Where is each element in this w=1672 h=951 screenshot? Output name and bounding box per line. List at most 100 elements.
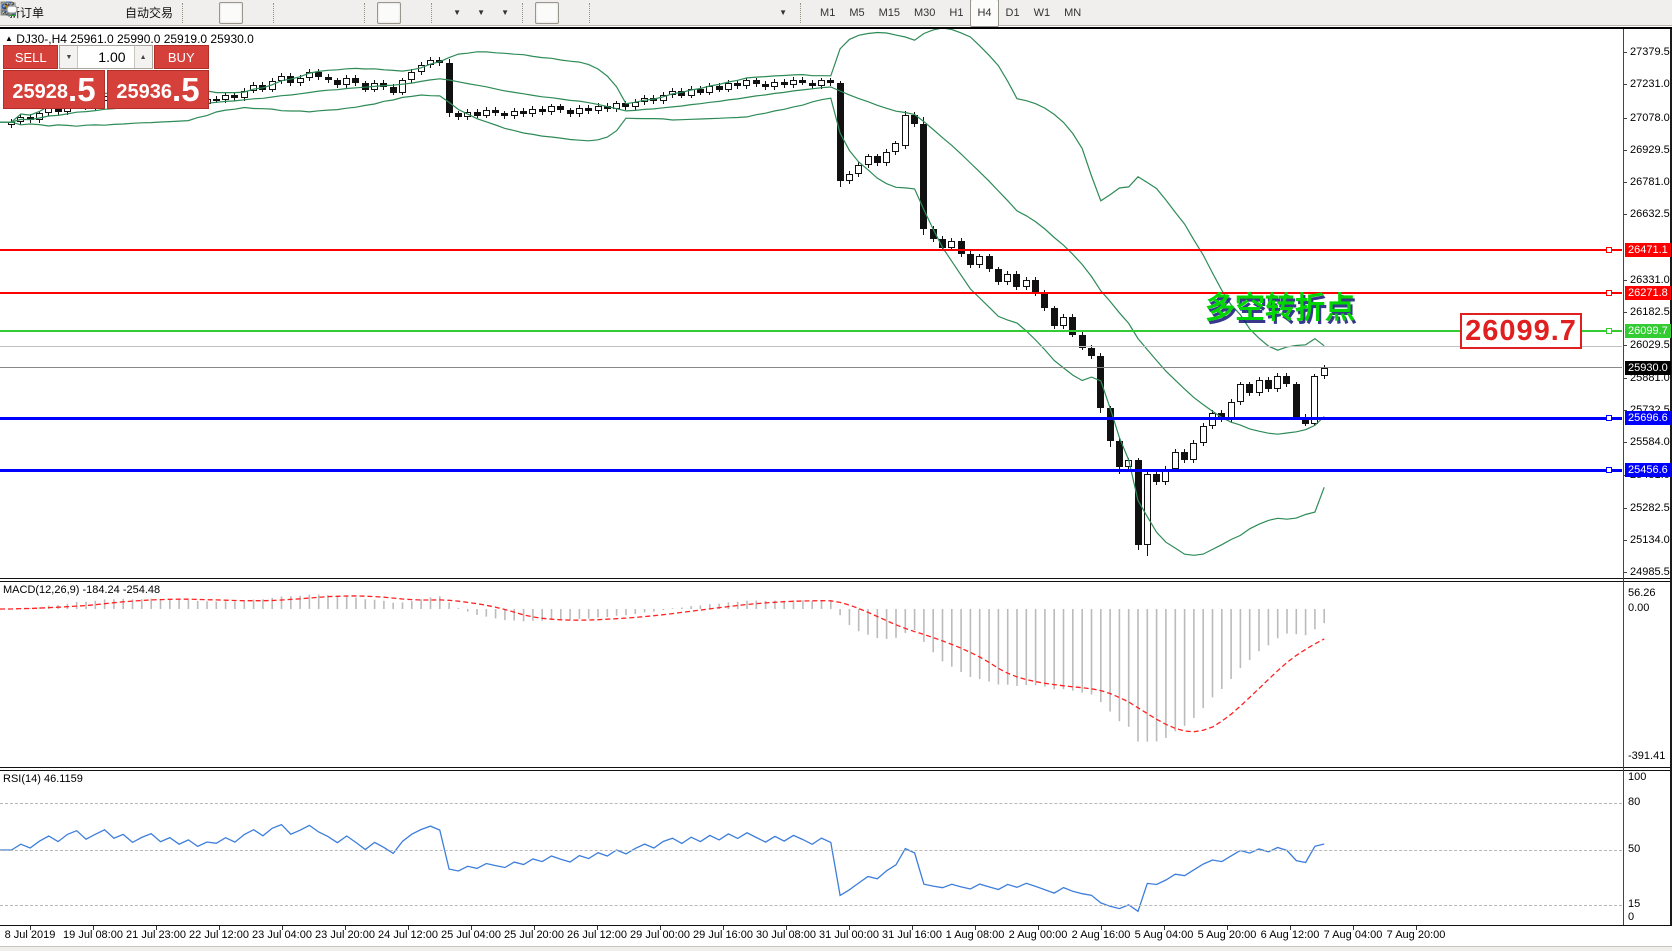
candlestick bbox=[948, 241, 956, 248]
panel-separator[interactable] bbox=[0, 578, 1672, 579]
chart-annotation-text[interactable]: 多空转折点 bbox=[1205, 292, 1355, 325]
buy-price-main: 25936 bbox=[116, 81, 173, 103]
candlestick bbox=[268, 80, 276, 90]
time-tick bbox=[1038, 926, 1039, 930]
price-tick bbox=[1623, 182, 1627, 184]
text-button[interactable]: A bbox=[4, 2, 746, 24]
trendline-button[interactable] bbox=[2, 2, 674, 24]
time-axis-label: 19 Jul 08:00 bbox=[63, 929, 123, 941]
candlestick bbox=[501, 113, 509, 117]
timeframe-w1[interactable]: W1 bbox=[1033, 6, 1051, 19]
candlestick bbox=[911, 115, 919, 124]
tile-windows-button[interactable] bbox=[1, 2, 358, 24]
candlestick bbox=[883, 152, 891, 163]
price-tick bbox=[1623, 442, 1627, 444]
candlestick bbox=[26, 116, 34, 120]
candlestick bbox=[650, 97, 658, 102]
zoom-out-button[interactable] bbox=[1, 1, 334, 24]
candlestick bbox=[1106, 408, 1114, 441]
candlestick bbox=[1013, 273, 1021, 287]
sell-button[interactable]: SELL bbox=[3, 45, 59, 69]
rsi-100-label: 100 bbox=[1628, 771, 1647, 783]
panel-separator[interactable] bbox=[0, 770, 1672, 771]
volume-input[interactable]: 1.00 bbox=[98, 49, 126, 65]
time-tick bbox=[1416, 926, 1417, 930]
templates-button[interactable]: ▼ bbox=[1, 2, 516, 24]
price-tick-label: 26632.5 bbox=[1630, 208, 1670, 221]
candlestick bbox=[594, 105, 602, 112]
price-tick bbox=[1623, 377, 1627, 379]
fibonacci-button[interactable]: F bbox=[1, 1, 722, 24]
time-axis-label: 1 Aug 08:00 bbox=[945, 929, 1005, 941]
timeframe-m5[interactable]: M5 bbox=[849, 6, 865, 19]
cursor-button[interactable] bbox=[5, 1, 560, 24]
sell-price[interactable]: 25928.5 bbox=[3, 70, 105, 109]
status-bar bbox=[0, 946, 1672, 951]
auto-scroll-button[interactable] bbox=[2, 1, 402, 24]
candlestick bbox=[994, 269, 1002, 283]
periods-button[interactable]: ▼ bbox=[1, 1, 492, 24]
volume-decrease-button[interactable]: ▼ bbox=[60, 46, 79, 68]
line-chart-button[interactable] bbox=[1, 2, 267, 24]
time-tick bbox=[345, 926, 346, 930]
candlestick bbox=[212, 99, 220, 102]
timeframe-h4[interactable]: H4 bbox=[970, 0, 999, 27]
volume-increase-button[interactable]: ▲ bbox=[133, 46, 152, 68]
search-button[interactable] bbox=[1, 1, 1572, 24]
candlestick bbox=[845, 173, 853, 181]
bar-chart-button[interactable] bbox=[2, 2, 219, 24]
price-callout-label[interactable]: 26099.7 bbox=[1460, 313, 1582, 349]
text-label-button[interactable]: T bbox=[1, 2, 770, 24]
arrows-button[interactable]: ▼ bbox=[4, 2, 794, 24]
buy-button[interactable]: BUY bbox=[153, 45, 209, 69]
candlestick bbox=[724, 82, 732, 90]
candlestick bbox=[585, 107, 593, 112]
candlestick bbox=[873, 156, 881, 163]
new-order-button[interactable]: 新订单 bbox=[0, 1, 47, 24]
macd-signal-line bbox=[0, 595, 1325, 733]
sell-price-frac: .5 bbox=[68, 71, 96, 108]
buy-price[interactable]: 25936.5 bbox=[107, 70, 209, 109]
timeframe-mn[interactable]: MN bbox=[1064, 6, 1082, 19]
price-level-line bbox=[0, 367, 1622, 369]
autotrading-button[interactable]: 自动交易 bbox=[0, 2, 176, 24]
candlestick bbox=[1283, 375, 1291, 385]
chat-button[interactable] bbox=[0, 2, 1604, 24]
line-anchor-marker bbox=[1606, 467, 1612, 474]
panel-separator[interactable] bbox=[0, 767, 1672, 768]
price-tick bbox=[1623, 84, 1627, 86]
horizontal-line-button[interactable] bbox=[2, 2, 650, 24]
equidistant-channel-button[interactable]: E bbox=[1, 2, 698, 24]
terminal-button[interactable] bbox=[1, 1, 119, 24]
candlestick bbox=[352, 78, 360, 84]
market-watch-button[interactable] bbox=[1, 2, 71, 24]
rsi-0-label: 0 bbox=[1628, 911, 1635, 923]
rsi-label: RSI(14) 46.1159 bbox=[3, 773, 83, 785]
price-level-tag: 26471.1 bbox=[1625, 243, 1671, 257]
toolbar-separator bbox=[800, 2, 809, 23]
candlestick-chart-button[interactable] bbox=[2, 1, 244, 24]
one-click-trading-panel: SELL ▼ 1.00 ▲ BUY 25928.5 25936.5 bbox=[3, 45, 209, 109]
timeframe-m30[interactable]: M30 bbox=[914, 6, 936, 19]
vertical-line-button[interactable] bbox=[8, 2, 626, 24]
timeframe-d1[interactable]: D1 bbox=[1005, 6, 1020, 19]
price-level-line bbox=[0, 346, 1622, 348]
zoom-in-button[interactable] bbox=[1, 1, 310, 24]
time-tick bbox=[660, 926, 661, 930]
time-tick bbox=[1227, 926, 1228, 930]
candlestick bbox=[1171, 451, 1179, 470]
timeframe-h1[interactable]: H1 bbox=[949, 6, 964, 19]
candlestick bbox=[985, 256, 993, 270]
panel-separator[interactable] bbox=[0, 581, 1672, 582]
timeframe-m1[interactable]: M1 bbox=[820, 6, 836, 19]
crosshair-button[interactable] bbox=[2, 2, 583, 24]
price-level-tag: 25696.6 bbox=[1625, 411, 1671, 426]
indicators-button[interactable]: ▼ bbox=[1, 1, 468, 24]
chart-shift-button[interactable] bbox=[2, 2, 425, 24]
candlestick bbox=[510, 110, 518, 117]
navigator-button[interactable] bbox=[1, 1, 95, 24]
timeframe-m15[interactable]: M15 bbox=[878, 6, 900, 19]
candlestick bbox=[324, 76, 332, 81]
time-tick bbox=[1101, 926, 1102, 930]
